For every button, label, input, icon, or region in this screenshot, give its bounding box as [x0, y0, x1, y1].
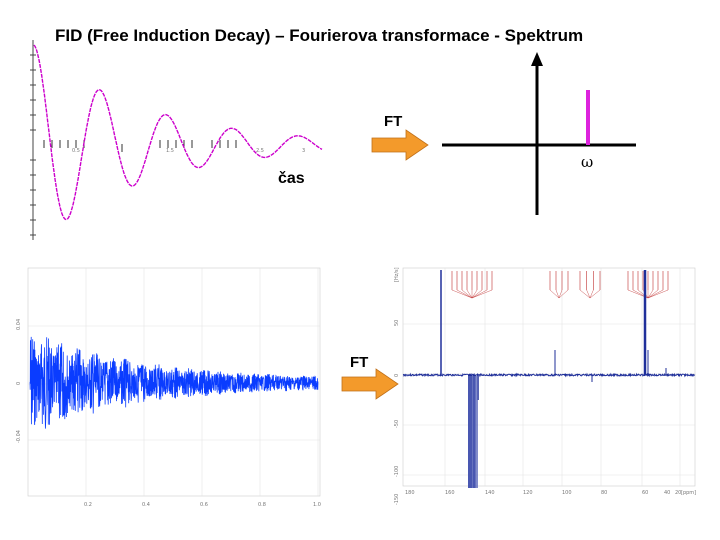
nmr-plot-y-tick: 0: [394, 374, 400, 377]
nmr-plot-x-tick: 180: [405, 490, 415, 496]
fid-plot-y-labels: 0.04 0 -0.04: [16, 319, 22, 443]
fid-plot-x-labels: 0.2 0.4 0.6 0.8 1.0: [84, 502, 321, 508]
nmr-peaks: [440, 270, 667, 488]
peak-label-leader: [471, 289, 483, 299]
peak-label-leader: [647, 289, 664, 299]
fid-sketch-tick-label: 0.5: [72, 148, 80, 154]
fid-plot-y-tick: -0.04: [16, 430, 22, 443]
peak-label-leader: [589, 289, 601, 299]
peak-label-leader: [558, 289, 563, 299]
peak-label-leader: [451, 289, 473, 299]
nmr-plot-x-tick: 140: [485, 490, 495, 496]
peak-label-leader: [471, 289, 488, 299]
peak-label-leader: [647, 289, 659, 299]
fid-sketch-tick-label: 3: [302, 148, 305, 154]
fid-plot-x-tick: 0.4: [142, 502, 150, 508]
peak-label-leader: [471, 289, 478, 299]
time-axis-label: čas: [278, 170, 305, 187]
fid-plot-x-tick: 0.8: [258, 502, 266, 508]
fid-plot-grid: [28, 268, 320, 496]
nmr-plot-y-tick: [Hz/s]: [394, 267, 400, 282]
fid-plot-x-tick: 0.2: [84, 502, 92, 508]
fid-plot-x-tick: 0.6: [200, 502, 208, 508]
fid-sketch-x-axis: [43, 140, 237, 152]
ft-arrow-bottom-shape: [341, 368, 399, 400]
nmr-plot-x-labels: 180 160 140 120 100 80 60 40 20 [ppm]: [405, 490, 696, 496]
fid-curve: [33, 44, 323, 221]
peak-label-leader: [549, 289, 560, 299]
peak-label-leader: [586, 289, 591, 299]
peak-label-leader: [647, 289, 669, 299]
peak-label-leader: [471, 289, 493, 299]
peak-label-leader: [558, 289, 569, 299]
nmr-plot-x-tick: [ppm]: [681, 490, 696, 496]
fid-sketch-tick-labels: 0.5 1.5 2.5 3: [72, 148, 305, 154]
nmr-plot-x-tick: 120: [523, 490, 533, 496]
peak-label-leader: [637, 289, 649, 299]
ft-label-top: FT: [384, 113, 403, 130]
omega-label: ω: [581, 153, 594, 171]
peak-label-leader: [466, 289, 473, 299]
fid-plot-y-tick: 0.04: [16, 319, 22, 330]
peak-label-leader: [456, 289, 473, 299]
fid-signal: [29, 336, 319, 429]
nmr-plot-y-tick: -100: [394, 466, 400, 477]
nmr-plot-frame: [402, 267, 696, 487]
fid-plot-x-tick: 1.0: [313, 502, 321, 508]
nmr-plot-y-labels: [Hz/s] 50 0 -50 -100 -150: [394, 267, 400, 505]
spectrum-sketch-y-arrowhead: [531, 52, 543, 66]
nmr-plot-y-tick: 50: [394, 320, 400, 326]
ft-label-bottom: FT: [350, 354, 369, 371]
fid-plot-y-tick: 0: [16, 382, 22, 385]
nmr-plot-x-tick: 80: [601, 490, 607, 496]
page-title: FID (Free Induction Decay) – Fourierova …: [55, 26, 584, 45]
ft-arrow-top-shape: [371, 129, 429, 161]
fid-sketch-tick-label: 1.5: [166, 148, 174, 154]
nmr-negative-peak-band: [468, 376, 478, 488]
nmr-plot-x-tick: 100: [562, 490, 572, 496]
fid-sketch-y-axis: [30, 40, 36, 240]
peak-label-leader: [647, 289, 654, 299]
nmr-plot-y-tick: -50: [394, 420, 400, 428]
peak-label-leader: [461, 289, 473, 299]
peak-label-leader: [579, 289, 591, 299]
fid-sketch-tick-label: 2.5: [256, 148, 264, 154]
peak-label-leader: [555, 289, 560, 299]
nmr-plot-x-tick: 60: [642, 490, 648, 496]
nmr-spectrum-trace: [402, 372, 696, 378]
nmr-plot-x-tick: 160: [445, 490, 455, 496]
nmr-plot-y-tick: -150: [394, 494, 400, 505]
nmr-plot-x-tick: 20: [675, 490, 681, 496]
peak-label-leader: [589, 289, 594, 299]
nmr-plot-x-tick: 40: [664, 490, 670, 496]
peak-label-ticks: [451, 271, 669, 299]
